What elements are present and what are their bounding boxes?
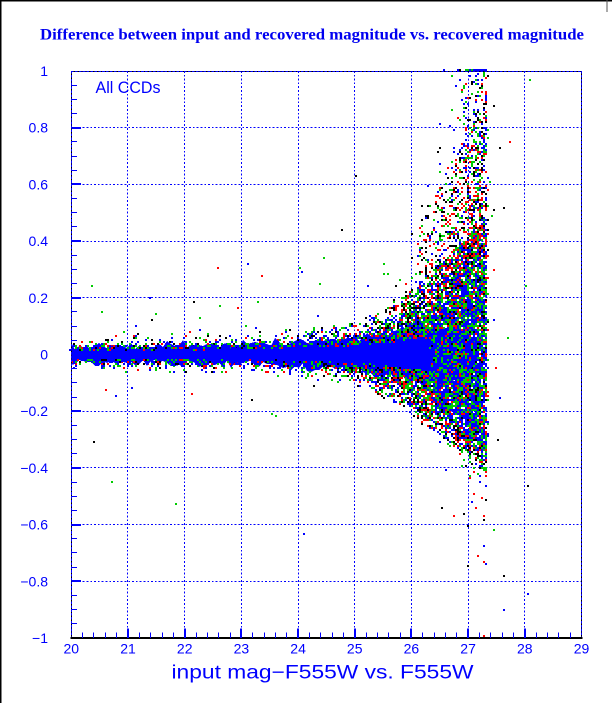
svg-text:26: 26 — [404, 641, 420, 657]
svg-text:All CCDs: All CCDs — [96, 79, 161, 97]
svg-text:22: 22 — [177, 641, 193, 657]
svg-text:0.8: 0.8 — [29, 120, 49, 136]
svg-text:27: 27 — [460, 641, 476, 657]
svg-text:−0.8: −0.8 — [20, 573, 48, 589]
svg-text:−0.6: −0.6 — [20, 517, 48, 533]
svg-text:21: 21 — [120, 641, 136, 657]
svg-text:0.2: 0.2 — [29, 290, 49, 306]
svg-text:25: 25 — [347, 641, 363, 657]
svg-text:Difference between input and r: Difference between input and recovered m… — [40, 27, 584, 44]
svg-text:23: 23 — [234, 641, 250, 657]
svg-text:0: 0 — [40, 347, 48, 363]
svg-text:24: 24 — [290, 641, 306, 657]
svg-text:20: 20 — [64, 641, 80, 657]
svg-text:1: 1 — [40, 63, 48, 79]
svg-text:−1: −1 — [32, 630, 48, 646]
svg-text:−0.2: −0.2 — [20, 403, 48, 419]
svg-text:−0.4: −0.4 — [20, 460, 48, 476]
svg-text:29: 29 — [574, 641, 590, 657]
svg-text:28: 28 — [517, 641, 533, 657]
svg-text:input mag−F555W vs. F555W: input mag−F555W vs. F555W — [172, 663, 474, 684]
svg-text:0.4: 0.4 — [29, 233, 49, 249]
svg-text:0.6: 0.6 — [29, 176, 49, 192]
